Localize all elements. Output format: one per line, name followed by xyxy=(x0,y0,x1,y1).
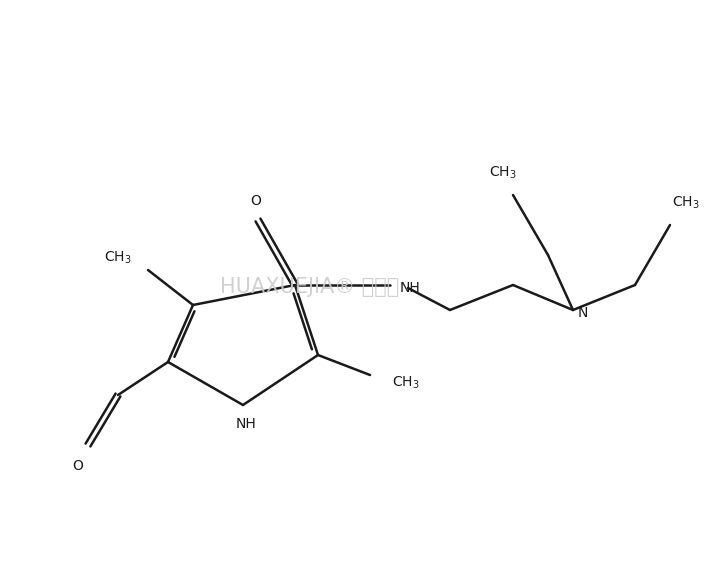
Text: N: N xyxy=(578,306,589,320)
Text: CH$_3$: CH$_3$ xyxy=(392,375,420,391)
Text: CH$_3$: CH$_3$ xyxy=(489,165,517,181)
Text: O: O xyxy=(251,194,261,208)
Text: NH: NH xyxy=(236,417,256,431)
Text: CH$_3$: CH$_3$ xyxy=(672,195,700,211)
Text: O: O xyxy=(73,459,84,473)
Text: NH: NH xyxy=(400,281,421,295)
Text: CH$_3$: CH$_3$ xyxy=(104,250,132,266)
Text: HUAXUEJIA® 化学加: HUAXUEJIA® 化学加 xyxy=(220,277,399,297)
